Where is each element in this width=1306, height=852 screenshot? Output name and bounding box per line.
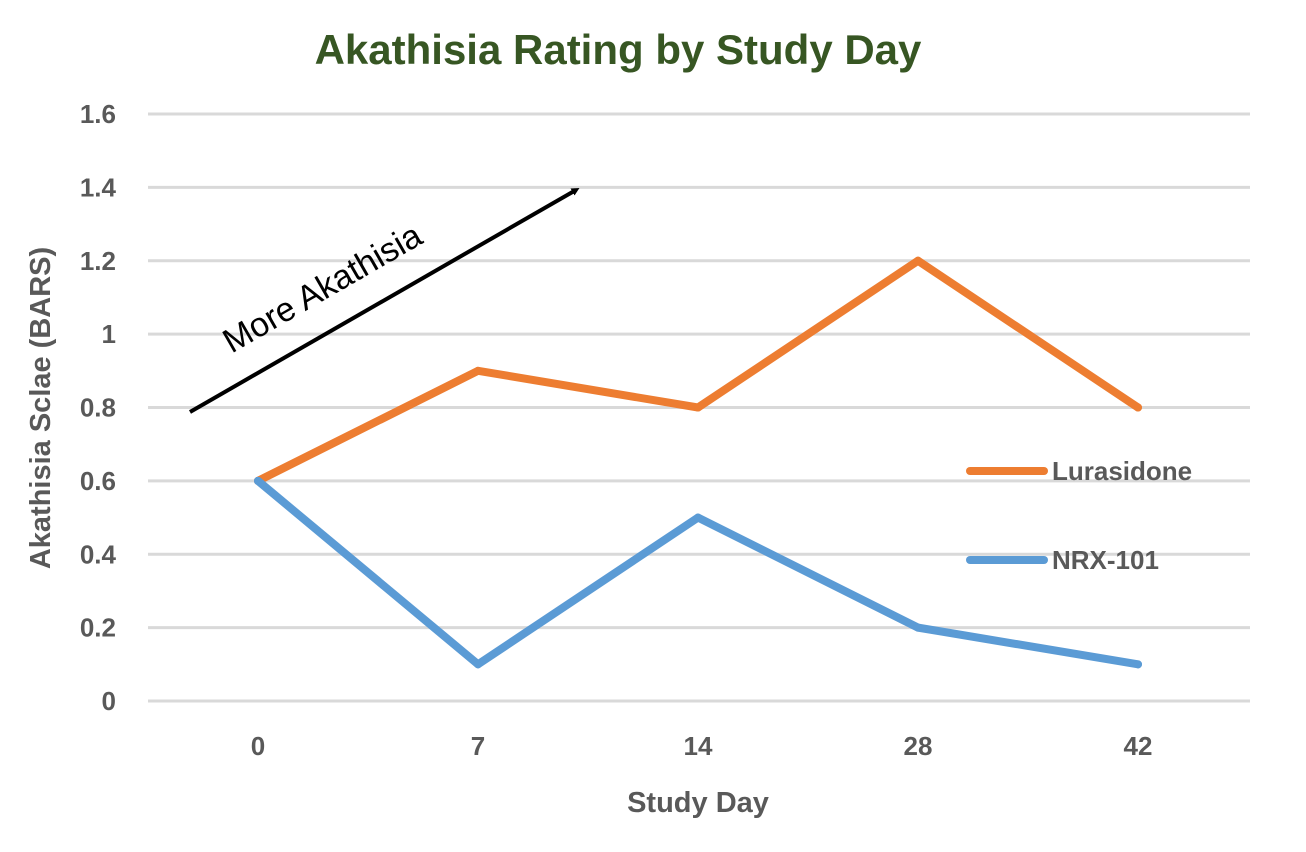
y-axis-label: Akathisia Sclae (BARS) xyxy=(25,247,57,569)
legend-label: NRX-101 xyxy=(1052,545,1159,575)
y-tick-label: 1 xyxy=(102,319,116,349)
data-point xyxy=(474,660,482,669)
data-point xyxy=(254,476,262,485)
annotation-text: More Akathisia xyxy=(216,216,428,360)
data-point xyxy=(694,403,702,412)
x-tick-label: 28 xyxy=(904,731,933,761)
series-lines xyxy=(254,256,1142,669)
y-tick-label: 0.8 xyxy=(80,393,116,423)
y-tick-label: 1.6 xyxy=(80,99,116,129)
y-tick-label: 0.4 xyxy=(80,539,117,569)
x-tick-label: 7 xyxy=(471,731,485,761)
x-axis-ticks: 0 7 14 28 42 xyxy=(251,731,1153,761)
chart-title: Akathisia Rating by Study Day xyxy=(315,26,922,73)
x-tick-label: 14 xyxy=(684,731,713,761)
data-point xyxy=(1134,660,1142,669)
y-axis-ticks: 0 0.2 0.4 0.6 0.8 1 1.2 1.4 1.6 xyxy=(80,99,117,716)
data-point xyxy=(914,623,922,632)
y-tick-label: 0.6 xyxy=(80,466,116,496)
y-tick-label: 0 xyxy=(102,686,116,716)
series-line-nrx-101 xyxy=(254,476,1142,669)
legend: Lurasidone NRX-101 xyxy=(966,456,1192,575)
y-tick-label: 1.4 xyxy=(80,172,117,202)
data-point xyxy=(914,256,922,265)
legend-label: Lurasidone xyxy=(1052,456,1192,486)
series-line-lurasidone xyxy=(254,256,1142,485)
y-tick-label: 0.2 xyxy=(80,613,116,643)
x-tick-label: 0 xyxy=(251,731,265,761)
data-point xyxy=(474,366,482,375)
annotation-arrow xyxy=(189,188,580,414)
x-axis-label: Study Day xyxy=(627,787,769,819)
data-point xyxy=(694,513,702,522)
data-point xyxy=(1134,403,1142,412)
y-tick-label: 1.2 xyxy=(80,246,116,276)
x-tick-label: 42 xyxy=(1124,731,1153,761)
